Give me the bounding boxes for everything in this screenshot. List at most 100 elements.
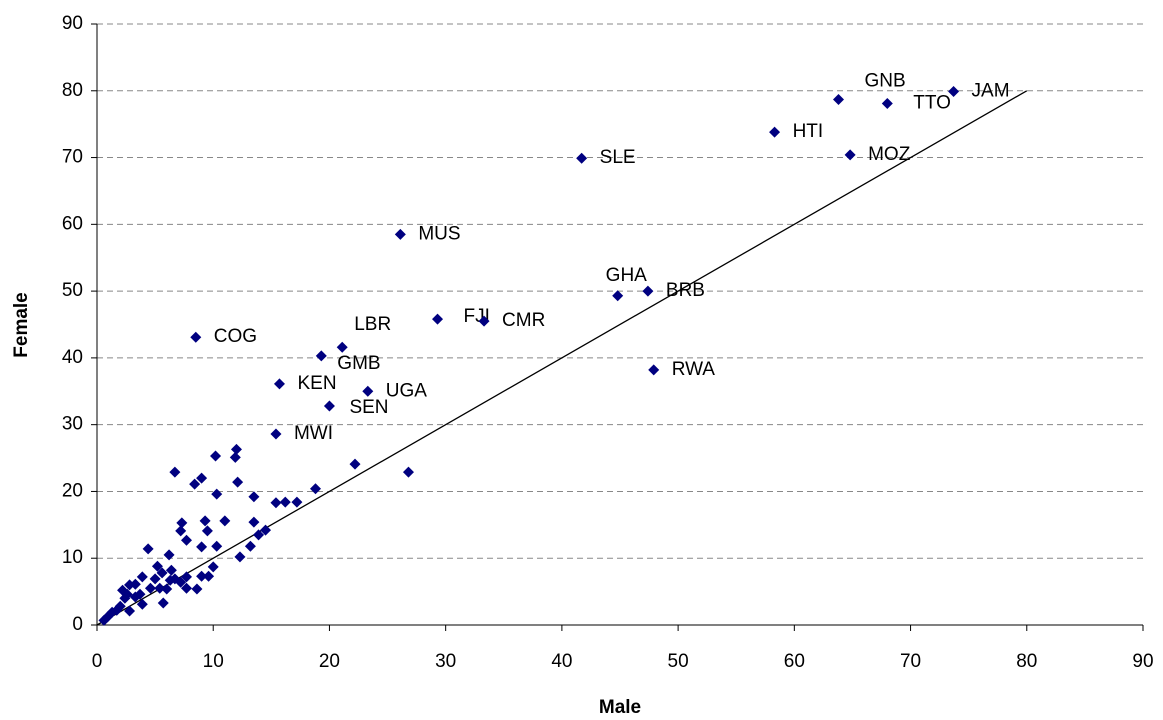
data-point	[229, 451, 241, 463]
data-point	[165, 564, 177, 576]
data-point	[279, 496, 291, 508]
data-point	[844, 149, 856, 161]
y-axis-title: Female	[11, 292, 32, 357]
data-point	[169, 466, 181, 478]
data-point	[248, 491, 260, 503]
x-tick-label: 10	[203, 651, 224, 672]
data-point	[121, 588, 133, 600]
data-point	[270, 497, 282, 509]
point-label: MWI	[294, 423, 333, 444]
data-point	[769, 126, 781, 138]
data-point	[207, 561, 219, 573]
point-label: JAM	[972, 80, 1010, 101]
data-point	[832, 93, 844, 105]
data-point	[642, 285, 654, 297]
data-point	[648, 364, 660, 376]
point-label: KEN	[297, 373, 336, 394]
data-point	[169, 573, 181, 585]
data-point	[232, 476, 244, 488]
point-label: RWA	[672, 359, 716, 380]
data-point	[154, 582, 166, 594]
y-tick-label: 30	[62, 414, 83, 435]
data-point	[211, 540, 223, 552]
x-tick-label: 30	[435, 651, 456, 672]
data-point	[175, 525, 187, 537]
point-label: GMB	[337, 353, 380, 374]
point-label: CMR	[502, 310, 545, 331]
data-point	[114, 600, 126, 612]
point-label: HTI	[793, 121, 824, 142]
y-tick-label: 10	[62, 547, 83, 568]
point-label: BRB	[666, 280, 705, 301]
x-tick-label: 80	[1016, 651, 1037, 672]
data-point	[196, 570, 208, 582]
y-tick-label: 60	[62, 213, 83, 234]
x-tick-label: 70	[900, 651, 921, 672]
data-point	[136, 571, 148, 583]
data-point	[180, 571, 192, 583]
data-point	[230, 443, 242, 455]
point-label: LBR	[354, 314, 391, 335]
y-tick-label: 50	[62, 280, 83, 301]
data-point	[478, 315, 490, 327]
data-point	[117, 584, 129, 596]
data-point	[180, 582, 192, 594]
data-point	[394, 228, 406, 240]
data-point	[260, 524, 272, 536]
data-point	[189, 478, 201, 490]
data-point	[362, 385, 374, 397]
data-point	[134, 588, 146, 600]
point-label: UGA	[386, 380, 428, 401]
data-point	[142, 543, 154, 555]
data-point	[248, 516, 260, 528]
point-label: GNB	[864, 70, 905, 91]
point-label: SEN	[349, 397, 388, 418]
data-point	[432, 313, 444, 325]
x-tick-label: 50	[668, 651, 689, 672]
data-point	[349, 458, 361, 470]
x-tick-label: 20	[319, 651, 340, 672]
data-point	[190, 331, 202, 343]
data-point	[156, 567, 168, 579]
data-point	[576, 152, 588, 164]
data-point	[136, 598, 148, 610]
data-point	[199, 515, 211, 527]
data-point	[323, 400, 335, 412]
data-point	[309, 483, 321, 495]
data-point	[191, 583, 203, 595]
data-point	[124, 605, 136, 617]
data-point	[157, 597, 169, 609]
data-point	[176, 517, 188, 529]
data-point	[270, 428, 282, 440]
data-point	[180, 534, 192, 546]
data-point	[151, 560, 163, 572]
data-point	[211, 488, 223, 500]
x-tick-label: 90	[1132, 651, 1153, 672]
x-tick-label: 60	[784, 651, 805, 672]
data-point	[253, 529, 265, 541]
data-point	[201, 525, 213, 537]
y-tick-label: 70	[62, 147, 83, 168]
data-point	[196, 541, 208, 553]
data-point	[219, 515, 231, 527]
data-point	[144, 582, 156, 594]
data-point	[948, 85, 960, 97]
y-tick-label: 0	[72, 614, 83, 635]
x-tick-label: 40	[551, 651, 572, 672]
data-point	[273, 378, 285, 390]
data-point	[336, 341, 348, 353]
data-point	[196, 472, 208, 484]
point-label: COG	[214, 326, 257, 347]
point-label: TTO	[913, 92, 951, 113]
reference-line	[96, 90, 1028, 626]
x-tick-label: 0	[92, 651, 103, 672]
data-point	[881, 97, 893, 109]
y-tick-label: 80	[62, 80, 83, 101]
data-point	[612, 290, 624, 302]
data-point	[210, 450, 222, 462]
data-point	[161, 583, 173, 595]
y-tick-label: 20	[62, 480, 83, 501]
data-point	[163, 549, 175, 561]
data-point	[315, 350, 327, 362]
